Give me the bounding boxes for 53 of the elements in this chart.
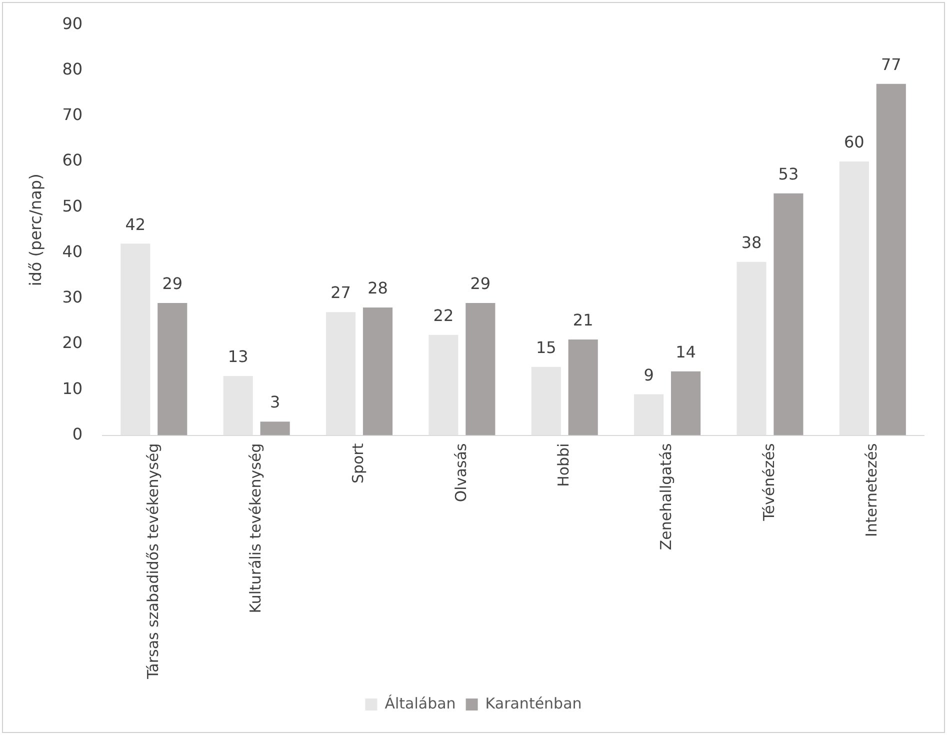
- data-label: 60: [844, 132, 864, 152]
- bar: [736, 262, 766, 436]
- legend-label: Általában: [384, 694, 456, 712]
- data-label: 29: [162, 274, 183, 294]
- y-tick-label: 30: [62, 288, 83, 307]
- y-tick-label: 60: [62, 150, 83, 170]
- bar: [158, 302, 188, 436]
- y-axis-title: idő (perc/nap): [26, 174, 45, 286]
- bar: [876, 84, 906, 436]
- data-label: 53: [778, 164, 799, 184]
- data-label: 3: [270, 392, 280, 412]
- data-label: 9: [644, 365, 654, 384]
- x-tick-label: Tévénézés: [760, 443, 778, 522]
- data-label: 27: [330, 283, 351, 302]
- bar: [634, 394, 664, 436]
- data-label: 14: [676, 342, 696, 362]
- data-label: 42: [125, 214, 146, 234]
- x-tick-label: Olvasás: [452, 443, 470, 502]
- y-tick-label: 40: [62, 242, 83, 261]
- bar: [260, 422, 290, 436]
- data-label: 13: [228, 347, 248, 366]
- x-tick-label: Zenehallgatás: [657, 443, 676, 550]
- data-label: 15: [536, 338, 556, 357]
- bar: [568, 339, 598, 436]
- bar: [839, 161, 869, 436]
- x-tick-label: Hobbi: [554, 443, 573, 487]
- data-label: 29: [470, 274, 491, 294]
- bar: [531, 366, 561, 436]
- bar: [428, 334, 458, 436]
- data-label: 28: [368, 278, 388, 298]
- bar: [362, 308, 393, 436]
- bar: [774, 193, 804, 436]
- data-label: 22: [433, 306, 454, 326]
- y-tick-label: 10: [62, 378, 83, 398]
- x-tick-label: Kulturális tevékenység: [246, 443, 264, 614]
- legend-label: Karanténban: [485, 694, 582, 712]
- y-tick-label: 50: [62, 196, 83, 216]
- y-tick-label: 90: [62, 14, 83, 33]
- bar: [120, 244, 150, 436]
- data-label: 21: [572, 310, 594, 330]
- y-tick-label: 80: [62, 59, 83, 78]
- bar: [670, 371, 701, 436]
- data-label: 38: [741, 233, 762, 252]
- x-tick-label: Társas szabadidős tevékenység: [144, 443, 162, 680]
- x-tick-label: Sport: [349, 443, 368, 484]
- y-tick-label: 20: [62, 333, 83, 352]
- bar: [326, 312, 356, 436]
- bar: [223, 376, 253, 436]
- y-tick-label: 70: [62, 105, 83, 124]
- y-tick-label: 0: [72, 424, 83, 444]
- data-label: 77: [880, 55, 902, 74]
- bar: [466, 302, 496, 436]
- x-tick-label: Internetezés: [862, 443, 881, 537]
